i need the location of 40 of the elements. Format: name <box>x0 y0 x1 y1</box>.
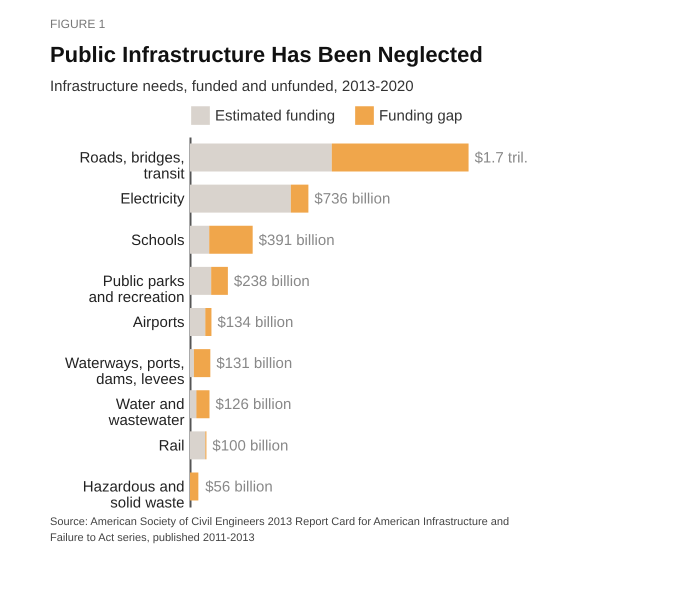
y-tick-label: Rail <box>158 437 184 454</box>
bar <box>190 308 206 336</box>
bar <box>290 184 308 213</box>
bar <box>190 349 194 378</box>
bar <box>190 390 196 418</box>
bar <box>209 226 253 254</box>
bar <box>190 266 212 295</box>
annotation: $134 billion <box>217 314 294 331</box>
chart-title: Public Infrastructure Has Been Neglected <box>50 42 483 67</box>
bar <box>194 349 210 378</box>
annotation: $56 billion <box>205 478 273 496</box>
chart-subtitle: Infrastructure needs, funded and unfunded, 2013-2020 <box>50 78 414 95</box>
y-tick-label: Waterways, ports, dams, levees <box>65 355 184 388</box>
bar <box>190 472 198 500</box>
bar <box>205 308 212 336</box>
annotation: $126 billion <box>216 396 292 414</box>
y-tick-label: Public parks and recreation <box>88 272 184 306</box>
bar <box>332 144 469 172</box>
annotation: $391 billion <box>258 232 335 249</box>
legend-label: Funding gap <box>379 108 462 125</box>
bar <box>190 144 332 172</box>
bar <box>190 431 206 460</box>
annotation: $238 billion <box>234 272 310 290</box>
caption: FIGURE 1 <box>50 17 106 31</box>
legend-label: Estimated funding <box>215 108 336 125</box>
y-tick-label: Hazardous and solid waste <box>82 478 184 512</box>
bar <box>196 390 210 418</box>
source-note: Source: American Society of Civil Engineers 2013 Report Card for American Infrastructure and Failure to Act series, published 2011-2013 <box>50 516 510 544</box>
bar <box>211 266 228 295</box>
annotation: $736 billion <box>314 190 390 208</box>
annotation: $1.7 tril. <box>474 150 528 167</box>
y-tick-label: Schools <box>131 232 184 249</box>
annotation: $100 billion <box>212 437 288 454</box>
y-tick-label: Electricity <box>120 190 185 208</box>
y-tick-label: Airports <box>132 314 184 331</box>
bar <box>190 226 210 254</box>
bar <box>190 184 291 213</box>
y-tick-label: Roads, bridges, transit <box>79 150 186 183</box>
y-tick-label: Water and wastewater <box>108 396 184 430</box>
annotation: $131 billion <box>216 355 292 372</box>
